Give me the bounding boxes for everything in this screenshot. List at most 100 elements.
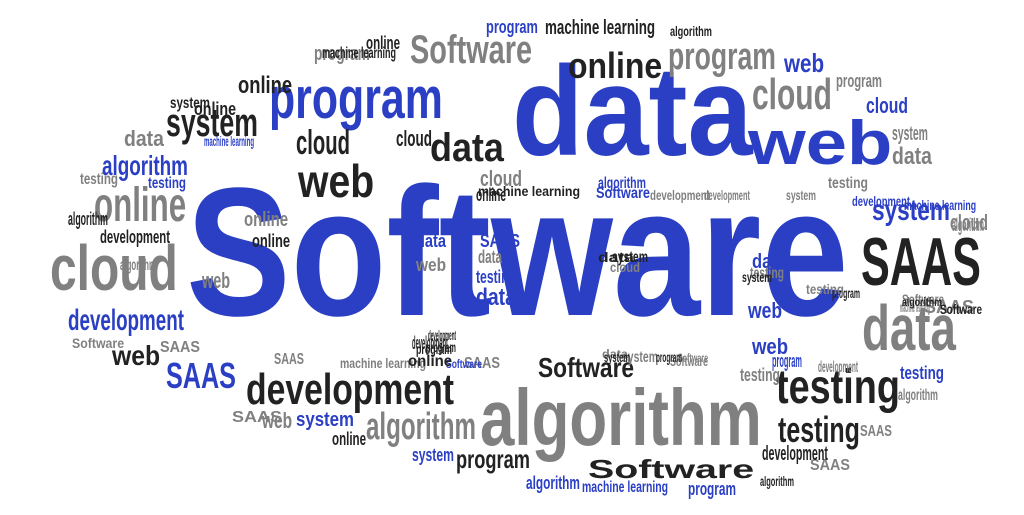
word-cloud-29: cloud [296,124,350,162]
word-software-21: Software [538,352,635,383]
word-system-66: system [622,349,658,366]
word-system-67: system [612,249,648,266]
word-machine-learning-101: machine learning [340,355,427,371]
word-program-15: program [668,36,776,78]
word-data-36: data [476,284,516,311]
word-development-65: development [428,327,456,343]
word-cloud-33: cloud [950,210,988,235]
word-software-96: Software [670,353,709,369]
word-online-51: online [366,33,401,53]
word-online-50: online [252,231,291,251]
word-machine-learning-102: machine learning [582,479,669,496]
word-program-59: program [314,43,370,65]
word-algorithm-3: algorithm [480,373,762,462]
word-web-17: web [298,155,375,207]
word-program-57: program [426,339,456,355]
word-algorithm-76: algorithm [670,23,712,39]
word-web-40: web [416,255,447,275]
word-online-11: online [94,179,187,232]
word-data-37: data [416,231,446,251]
word-cloud-31: cloud [866,93,908,118]
word-program-56: program [832,285,860,301]
word-saas-7: SAAS [861,224,981,300]
word-software-98: Software [588,454,755,484]
word-system-12: system [166,101,258,145]
word-system-68: system [296,409,354,431]
word-testing-79: testing [80,171,118,188]
word-cloud-6: cloud [752,70,832,119]
word-testing-10: testing [776,361,900,414]
word-web-25: web [112,340,161,371]
word-program-53: program [836,71,882,91]
word-online-46: online [238,72,293,99]
word-online-48: online [476,185,507,205]
word-online-49: online [244,209,289,231]
word-algorithm-119: algorithm [902,295,942,309]
word-saas-117: SAAS [924,297,974,317]
word-saas-87: SAAS [160,339,200,356]
word-algorithm-20: algorithm [366,406,476,448]
word-online-14: online [568,45,663,86]
word-development-61: development [704,187,750,203]
word-software-94: Software [596,185,651,202]
word-program-108: program [416,341,452,357]
word-testing-80: testing [148,175,186,192]
word-data-107: data [598,249,634,265]
word-program-4: program [269,66,443,131]
word-system-71: system [170,95,210,112]
word-testing-85: testing [740,365,780,385]
word-cloud-30: cloud [396,126,432,151]
word-saas-23: SAAS [166,355,236,396]
word-testing-84: testing [476,267,516,287]
word-web-43: web [752,334,789,359]
word-machine-learning-116: machine learning [900,299,931,315]
word-software-13: Software [410,28,533,72]
word-data-105: data [602,347,628,361]
word-algorithm-78: algorithm [68,209,108,229]
word-system-115: system [742,269,772,285]
word-system-111: system [786,187,816,203]
word-saas-91: SAAS [810,457,850,474]
word-development-62: development [100,227,170,247]
word-machine-learning-103: machine learning [904,197,977,213]
word-system-27: system [872,194,950,227]
word-testing-82: testing [900,363,944,383]
word-program-58: program [688,479,736,499]
word-algorithm-74: algorithm [898,387,938,404]
word-software-95: Software [446,357,483,371]
word-online-106: online [408,353,453,370]
word-testing-81: testing [750,265,784,282]
word-development-113: development [818,359,858,376]
word-web-42: web [748,298,783,323]
word-web-45: web [784,48,825,78]
word-saas-88: SAAS [274,351,304,368]
word-software-112: Software [902,291,945,307]
word-cloud-114: cloud [610,259,640,275]
word-system-69: system [412,445,454,465]
word-testing-121: testing [806,281,844,297]
word-software-120: Software [940,301,983,317]
word-data-2: data [512,40,753,182]
word-data-39: data [478,247,502,267]
word-software-93: Software [72,335,125,351]
word-cloud-16: cloud [50,232,178,304]
word-system-70: system [892,123,928,145]
word-algorithm-77: algorithm [760,473,794,489]
word-data-18: data [430,126,504,170]
word-program-54: program [486,17,538,37]
word-algorithm-28: algorithm [102,150,188,181]
word-development-24: development [68,304,184,337]
word-system-109: system [604,349,630,365]
word-software-97: Software [678,351,709,365]
word-data-35: data [892,143,932,170]
word-machine-learning-104: machine learning [204,133,255,149]
word-web-5: web [748,109,893,178]
word-program-110: program [656,349,682,365]
word-data-38: data [752,251,786,273]
word-testing-83: testing [828,175,868,192]
word-saas-92: SAAS [232,409,282,426]
word-saas-89: SAAS [464,355,500,372]
word-development-64: development [412,333,448,353]
word-algorithm-72: algorithm [598,175,646,192]
